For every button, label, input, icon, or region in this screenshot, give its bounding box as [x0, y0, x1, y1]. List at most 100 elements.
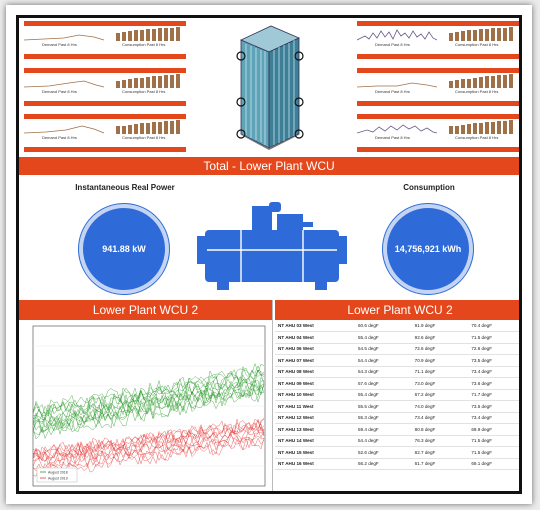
- ahu-value: 54.4 degF: [355, 354, 412, 367]
- series-line-green: [32, 373, 265, 425]
- ahu-value: 55.4 degF: [355, 331, 412, 344]
- ahu-name: NT AHU 07 West: [275, 354, 355, 367]
- ahu-value: 71.5 degF: [468, 435, 519, 447]
- ahu-value: 59.4 degF: [355, 423, 412, 436]
- mini-panel[interactable]: Demand Past 8 Hrs Consumption Past 8 Hrs: [24, 68, 186, 106]
- ahu-name: NT AHU 08 West: [275, 366, 355, 378]
- ahu-name: NT AHU 15 West: [275, 446, 355, 459]
- ahu-value: 73.0 degF: [411, 377, 469, 390]
- ahu-value: 91.9 degF: [411, 320, 469, 332]
- mini-sparkline: [357, 120, 513, 134]
- ahu-value: 69.1 degF: [468, 458, 519, 470]
- ahu-value: 52.6 degF: [355, 446, 412, 459]
- consumption-gauge[interactable]: 14,756,921 kWh: [383, 204, 473, 294]
- table-row[interactable]: NT AHU 15 West 52.6 degF 82.7 degF 71.5 deg…: [275, 446, 519, 459]
- ahu-value: 56.2 degF: [355, 458, 412, 470]
- chart-panel: Lower Plant WCU 2 August 2018 August 201…: [19, 300, 273, 491]
- series-line-green: [32, 383, 265, 432]
- ahu-value: 71.7 degF: [468, 389, 519, 401]
- ahu-value: 54.5 degF: [355, 343, 412, 355]
- consumption-label: Consumption: [403, 183, 455, 192]
- series-line-green: [32, 380, 265, 433]
- series-line-green: [32, 369, 265, 417]
- ahu-value: 54.3 degF: [355, 366, 412, 378]
- table-panel: Lower Plant WCU 2 NT AHU 03 West 60.6 deg…: [275, 300, 519, 491]
- ahu-value: 55.4 degF: [355, 389, 412, 401]
- ahu-value: 73.4 degF: [468, 412, 519, 424]
- series-line-green: [32, 379, 265, 429]
- ahu-value: 69.9 degF: [468, 423, 519, 436]
- total-band-title: Total - Lower Plant WCU: [19, 157, 519, 175]
- ahu-value: 72.6 degF: [411, 343, 469, 355]
- temperature-line-chart: August 2018 August 2019: [32, 325, 266, 487]
- series-line-red: [32, 418, 265, 462]
- building-icon: [236, 25, 304, 150]
- ahu-name: NT AHU 10 West: [275, 389, 355, 401]
- series-line-red: [32, 437, 265, 479]
- series-line-red: [32, 433, 265, 469]
- ahu-name: NT AHU 09 West: [275, 377, 355, 390]
- table-row[interactable]: NT AHU 08 West 54.3 degF 71.1 degF 73.4 deg…: [275, 366, 519, 378]
- ahu-value: 73.4 degF: [411, 412, 469, 424]
- ahu-table: NT AHU 03 West 60.6 degF 91.9 degF 70.4 deg…: [275, 320, 519, 470]
- mini-sparkline: [357, 74, 513, 88]
- ahu-name: NT AHU 04 West: [275, 331, 355, 344]
- series-line-red: [32, 426, 265, 466]
- table-row[interactable]: NT AHU 03 West 60.6 degF 91.9 degF 70.4 deg…: [275, 320, 519, 332]
- chart-legend: August 2018 August 2019: [36, 467, 78, 483]
- mini-sparkline: [24, 74, 180, 88]
- table-row[interactable]: NT AHU 10 West 55.4 degF 67.2 degF 71.7 deg…: [275, 389, 519, 401]
- mini-panel[interactable]: Demand Past 8 Hrs Consumption Past 8 Hrs: [357, 68, 519, 106]
- series-line-red: [32, 428, 265, 467]
- series-line-red: [32, 417, 265, 456]
- ahu-value: 55.5 degF: [355, 400, 412, 413]
- ahu-value: 72.6 degF: [468, 343, 519, 355]
- series-line-green: [32, 384, 265, 440]
- legend-entry: August 2019: [48, 477, 68, 481]
- mini-panel[interactable]: Demand Past 8 Hrs Consumption Past 8 Hrs: [24, 114, 186, 152]
- table-row[interactable]: NT AHU 09 West 57.6 degF 73.0 degF 73.6 deg…: [275, 377, 519, 390]
- ahu-value: 73.5 degF: [468, 354, 519, 367]
- top-area: Demand Past 8 Hrs Consumption Past 8 Hrs…: [19, 18, 519, 156]
- dashboard-screen: Demand Past 8 Hrs Consumption Past 8 Hrs…: [16, 15, 522, 494]
- chart-panel-title: Lower Plant WCU 2: [19, 300, 272, 320]
- power-gauge[interactable]: 941.88 kW: [79, 204, 169, 294]
- ahu-value: 80.8 degF: [411, 423, 469, 436]
- ahu-value: 71.1 degF: [411, 366, 469, 378]
- consumption-value: 14,756,921 kWh: [394, 244, 462, 254]
- mini-panel[interactable]: Demand Past 8 Hrs Consumption Past 8 Hrs: [24, 21, 186, 59]
- table-row[interactable]: NT AHU 16 West 56.2 degF 61.7 degF 69.1 deg…: [275, 458, 519, 470]
- ahu-name: NT AHU 03 West: [275, 320, 355, 332]
- metrics-area: Instantaneous Real Power 941.88 kW Consu…: [19, 178, 519, 298]
- series-line-green: [32, 379, 265, 426]
- table-row[interactable]: NT AHU 14 West 54.4 degF 76.3 degF 71.5 deg…: [275, 435, 519, 447]
- ahu-value: 71.5 degF: [468, 331, 519, 344]
- ahu-value: 55.3 degF: [355, 412, 412, 424]
- table-row[interactable]: NT AHU 11 West 55.5 degF 74.0 degF 73.5 deg…: [275, 400, 519, 413]
- table-row[interactable]: NT AHU 12 West 55.3 degF 73.4 degF 73.4 deg…: [275, 412, 519, 424]
- ahu-value: 70.4 degF: [468, 320, 519, 332]
- power-label: Instantaneous Real Power: [75, 183, 175, 192]
- ahu-value: 70.9 degF: [411, 354, 469, 367]
- ahu-value: 61.7 degF: [411, 458, 469, 470]
- ahu-value: 57.6 degF: [355, 377, 412, 390]
- ahu-value: 73.5 degF: [468, 400, 519, 413]
- table-row[interactable]: NT AHU 07 West 54.4 degF 70.9 degF 73.5 deg…: [275, 354, 519, 367]
- series-line-red: [32, 436, 265, 475]
- ahu-value: 82.7 degF: [411, 446, 469, 459]
- table-row[interactable]: NT AHU 13 West 59.4 degF 80.8 degF 69.9 deg…: [275, 423, 519, 436]
- mini-panel[interactable]: Demand Past 8 Hrs Consumption Past 8 Hrs: [357, 21, 519, 59]
- ahu-name: NT AHU 14 West: [275, 435, 355, 447]
- table-row[interactable]: NT AHU 06 West 54.5 degF 72.6 degF 72.6 deg…: [275, 343, 519, 355]
- table-row[interactable]: NT AHU 04 West 55.4 degF 92.6 degF 71.5 deg…: [275, 331, 519, 344]
- chiller-icon: [197, 202, 347, 290]
- series-line-red: [32, 418, 265, 461]
- ahu-value: 73.4 degF: [468, 366, 519, 378]
- legend-entry: August 2018: [48, 471, 68, 475]
- screenshot-frame: Demand Past 8 Hrs Consumption Past 8 Hrs…: [6, 5, 532, 504]
- series-line-green: [32, 362, 265, 416]
- mini-panel[interactable]: Demand Past 8 Hrs Consumption Past 8 Hrs: [357, 114, 519, 152]
- series-line-red: [32, 423, 265, 466]
- ahu-value: 73.6 degF: [468, 377, 519, 390]
- ahu-value: 54.4 degF: [355, 435, 412, 447]
